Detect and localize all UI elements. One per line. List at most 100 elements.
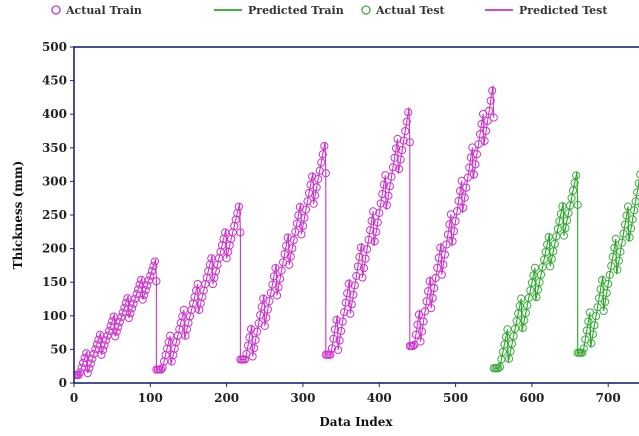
data-point: [628, 215, 637, 224]
data-point: [535, 278, 544, 287]
data-point: [338, 317, 347, 326]
data-point: [521, 308, 530, 318]
data-point: [112, 327, 121, 336]
data-point: [396, 155, 405, 164]
x-tick-label: 200: [214, 391, 239, 405]
data-point: [482, 126, 491, 136]
y-tick-label: 350: [42, 141, 67, 155]
data-point: [85, 364, 94, 373]
data-point: [564, 208, 573, 218]
data-point: [616, 247, 625, 256]
data-point: [129, 299, 138, 308]
x-tick-label: 100: [138, 391, 163, 405]
x-tick-label: 500: [443, 391, 468, 405]
data-point: [581, 335, 590, 344]
data-point: [518, 323, 527, 333]
data-point: [350, 281, 359, 290]
data-point: [584, 317, 593, 326]
legend: Actual Train Predicted Train Actual Test Pr…: [51, 4, 608, 17]
data-point: [622, 211, 631, 220]
data-point: [379, 180, 388, 189]
data-point: [367, 216, 376, 225]
data-point: [523, 301, 532, 310]
data-point: [598, 276, 607, 285]
data-point: [115, 317, 124, 327]
data-point: [610, 243, 619, 252]
data-point: [590, 321, 599, 330]
data-point: [286, 252, 295, 261]
data-point: [344, 279, 353, 288]
data-point: [375, 208, 384, 218]
data-point: [384, 191, 393, 200]
data-point: [289, 235, 298, 245]
data-point: [569, 186, 578, 195]
data-point: [625, 233, 634, 242]
data-point: [314, 174, 323, 184]
data-point: [404, 108, 413, 117]
data-point: [536, 270, 546, 279]
data-point: [126, 309, 135, 318]
data-point: [362, 245, 372, 254]
data-point: [607, 261, 616, 270]
data-point: [619, 229, 628, 238]
data-point: [250, 344, 259, 353]
data-point: [301, 205, 311, 214]
x-tick-label: 600: [519, 391, 544, 405]
y-axis-ticks: 0 50 100 150 200 250 300 350 400 450 500: [42, 40, 74, 390]
data-point: [469, 170, 478, 179]
data-point: [88, 354, 97, 363]
y-tick-label: 500: [42, 40, 67, 54]
x-axis-ticks: 0 100 200 300 400 500 600 700: [70, 383, 621, 405]
data-point: [593, 303, 602, 312]
data-point: [637, 202, 639, 209]
data-point: [550, 239, 559, 248]
y-tick-label: 450: [42, 74, 67, 88]
data-point: [147, 266, 156, 276]
data-point: [627, 224, 636, 233]
data-point: [596, 285, 605, 294]
data-point: [265, 297, 274, 306]
data-point: [353, 262, 362, 271]
data-point: [507, 339, 517, 348]
data-point: [561, 224, 570, 233]
plot-points: [74, 86, 639, 380]
data-point: [340, 308, 349, 317]
data-point: [332, 315, 341, 325]
data-point: [355, 252, 364, 262]
data-point: [631, 197, 639, 206]
data-point: [636, 170, 639, 179]
x-axis-label: Data Index: [319, 415, 393, 429]
data-point: [630, 206, 639, 215]
data-point: [274, 283, 283, 292]
data-point: [401, 127, 410, 136]
data-point: [388, 163, 398, 172]
legend-marker: [361, 5, 371, 15]
y-tick-label: 150: [42, 275, 67, 289]
y-tick-label: 0: [59, 376, 67, 390]
data-point: [372, 227, 381, 236]
data-point: [459, 203, 468, 212]
data-point: [318, 150, 327, 159]
data-point: [587, 339, 596, 348]
data-point: [356, 243, 366, 252]
data-point: [532, 293, 541, 302]
data-point: [504, 354, 514, 363]
y-tick-label: 50: [50, 342, 67, 356]
data-point: [395, 164, 404, 174]
data-point: [98, 345, 108, 355]
data-point: [298, 221, 308, 231]
data-point: [330, 325, 340, 334]
data-point: [253, 327, 262, 336]
data-point: [277, 266, 286, 275]
data-point: [417, 327, 427, 336]
data-point: [605, 270, 614, 280]
y-tick-label: 300: [42, 174, 67, 188]
data-point: [601, 297, 610, 307]
data-point: [533, 285, 543, 294]
y-tick-label: 200: [42, 242, 67, 256]
prediction-line: [493, 171, 639, 369]
data-point: [376, 199, 385, 208]
x-tick-label: 300: [290, 391, 315, 405]
data-point: [146, 271, 155, 280]
data-point: [570, 178, 579, 188]
